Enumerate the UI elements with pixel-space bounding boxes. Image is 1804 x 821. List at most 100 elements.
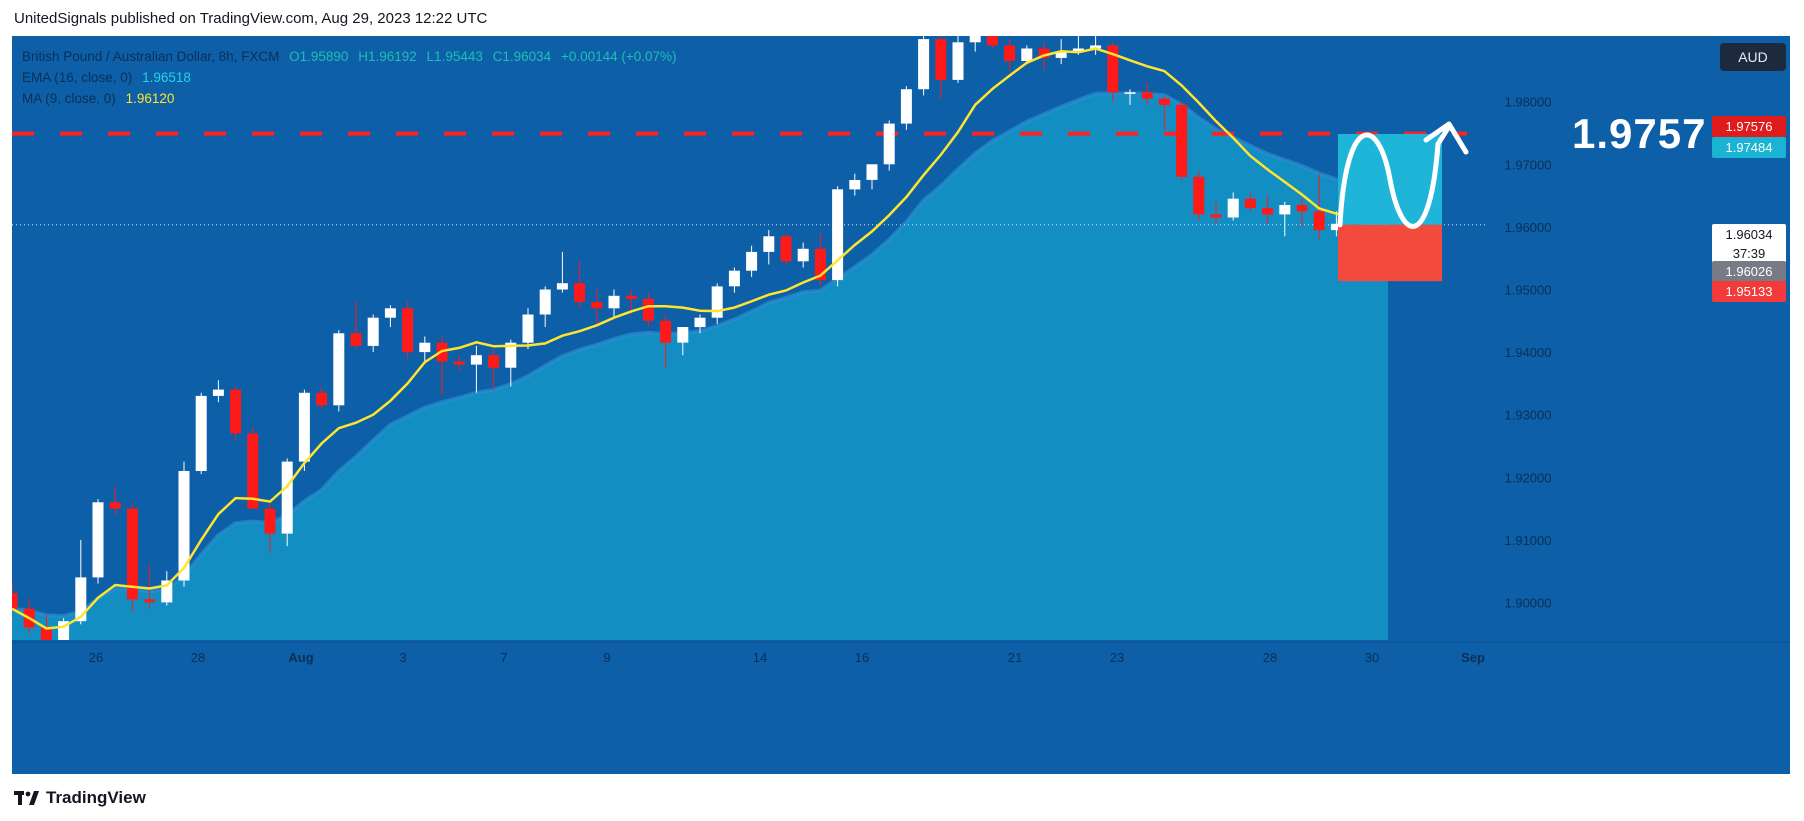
candle[interactable] [1055, 51, 1067, 58]
candle[interactable] [677, 327, 689, 343]
resistance-price-tag: 1.97576 [1712, 116, 1786, 137]
candle[interactable] [1176, 104, 1188, 177]
candle[interactable] [350, 333, 362, 346]
x-tick-label: 16 [855, 650, 869, 665]
candle[interactable] [470, 355, 482, 365]
x-tick-label: 3 [399, 650, 406, 665]
candle[interactable] [522, 314, 534, 343]
last-price-tag: 1.96034 [1712, 224, 1786, 245]
candle[interactable] [935, 39, 947, 80]
ema-label: EMA (16, close, 0) [22, 70, 133, 85]
stop-zone-box[interactable] [1338, 224, 1442, 282]
candle[interactable] [419, 342, 431, 353]
candle[interactable] [986, 36, 998, 46]
candle[interactable] [1296, 205, 1308, 212]
time-axis[interactable] [12, 640, 1790, 774]
candle[interactable] [126, 508, 138, 600]
candle[interactable] [230, 389, 242, 434]
legend-high: H1.96192 [358, 49, 417, 64]
candle[interactable] [1090, 45, 1102, 49]
candle[interactable] [1038, 48, 1050, 58]
candle[interactable] [1107, 45, 1119, 93]
candle[interactable] [832, 189, 844, 281]
candle[interactable] [694, 317, 706, 328]
candle[interactable] [900, 89, 912, 124]
candle[interactable] [109, 502, 121, 509]
candle[interactable] [1141, 92, 1153, 99]
candle[interactable] [367, 317, 379, 346]
candle[interactable] [883, 123, 895, 165]
candle[interactable] [144, 599, 156, 603]
candle[interactable] [642, 298, 654, 321]
projection-arrow-head [1423, 121, 1469, 155]
candle[interactable] [12, 593, 18, 609]
candle[interactable] [746, 251, 758, 271]
candle[interactable] [1313, 211, 1325, 231]
candle[interactable] [539, 289, 551, 315]
candle[interactable] [316, 392, 328, 406]
candle[interactable] [969, 36, 981, 43]
candle[interactable] [1158, 98, 1170, 105]
candle[interactable] [660, 320, 672, 343]
candle[interactable] [1262, 208, 1274, 215]
candle[interactable] [1193, 176, 1205, 215]
candle[interactable] [264, 508, 276, 534]
candle[interactable] [763, 236, 775, 252]
legend-ma-row[interactable]: MA (9, close, 0) 1.96120 [22, 88, 677, 109]
candle[interactable] [1244, 198, 1256, 209]
candle[interactable] [1210, 214, 1222, 218]
candle[interactable] [728, 270, 740, 287]
candle[interactable] [814, 248, 826, 281]
candle[interactable] [866, 164, 878, 180]
candle[interactable] [1124, 92, 1136, 94]
candle[interactable] [918, 39, 930, 90]
candle[interactable] [556, 283, 568, 290]
currency-badge[interactable]: AUD [1720, 43, 1786, 71]
candle[interactable] [849, 180, 861, 190]
candle[interactable] [453, 361, 465, 365]
countdown-tag: 37:39 [1712, 243, 1786, 264]
candle[interactable] [591, 302, 603, 309]
x-tick-label: 14 [753, 650, 767, 665]
candle[interactable] [505, 342, 517, 368]
candle[interactable] [281, 461, 293, 534]
candle[interactable] [298, 392, 310, 462]
candle[interactable] [402, 308, 414, 353]
legend-symbol-row: British Pound / Australian Dollar, 8h, F… [22, 46, 677, 67]
candle[interactable] [780, 236, 792, 262]
candle[interactable] [212, 389, 224, 396]
candle[interactable] [1227, 198, 1239, 218]
legend-ema-row[interactable]: EMA (16, close, 0) 1.96518 [22, 67, 677, 88]
candle[interactable] [161, 580, 173, 603]
candle[interactable] [195, 395, 207, 471]
candle[interactable] [711, 286, 723, 318]
candle[interactable] [1330, 223, 1342, 231]
legend-symbol[interactable]: British Pound / Australian Dollar, 8h, F… [22, 49, 280, 64]
candle[interactable] [1279, 205, 1291, 215]
candle[interactable] [1021, 48, 1033, 62]
candle[interactable] [574, 283, 586, 302]
ma-line[interactable] [12, 47, 1389, 630]
candle[interactable] [488, 355, 500, 368]
candle[interactable] [178, 471, 190, 581]
candle[interactable] [40, 627, 52, 650]
y-tick-label: 1.98000 [1505, 95, 1552, 110]
candle[interactable] [247, 433, 259, 509]
x-tick-label: 9 [603, 650, 610, 665]
ma-value: 1.96120 [125, 91, 175, 106]
chart-canvas[interactable]: 1.98000 1.97000 1.96000 1.95000 1.94000 1.930… [12, 36, 1790, 774]
candle[interactable] [92, 502, 104, 578]
candle[interactable] [625, 295, 637, 299]
footer-brand[interactable]: TradingView [46, 788, 146, 807]
candle[interactable] [1072, 48, 1084, 52]
candle[interactable] [75, 577, 87, 622]
stop-price-tag: 1.95133 [1712, 281, 1786, 302]
candle[interactable] [608, 295, 620, 309]
candle[interactable] [333, 333, 345, 406]
candle[interactable] [797, 248, 809, 262]
candle[interactable] [58, 621, 70, 650]
candle[interactable] [952, 42, 964, 80]
chart-area[interactable]: 1.98000 1.97000 1.96000 1.95000 1.94000 1.930… [12, 36, 1790, 774]
candle[interactable] [384, 308, 396, 318]
candle[interactable] [1004, 45, 1016, 61]
